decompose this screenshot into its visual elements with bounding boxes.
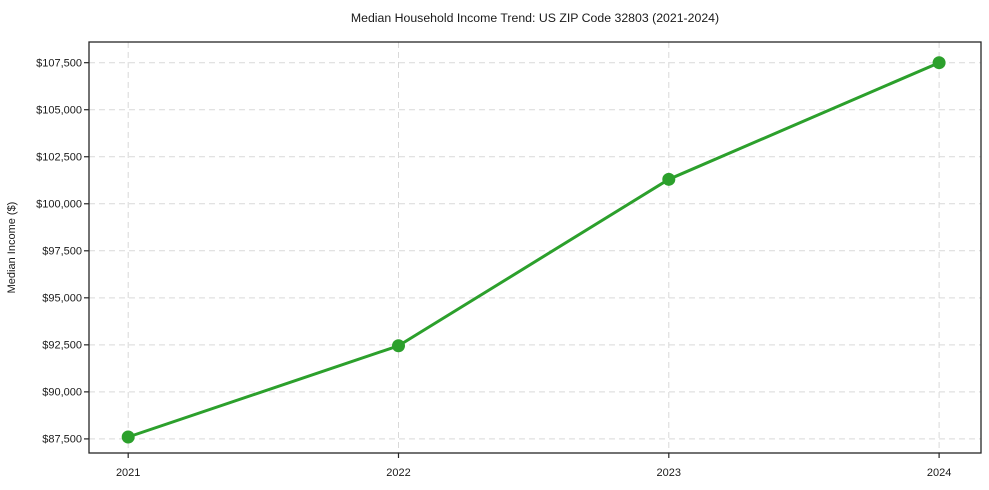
y-tick-label: $102,500 bbox=[36, 152, 82, 164]
y-tick-label: $92,500 bbox=[42, 340, 82, 352]
y-tick-label: $107,500 bbox=[36, 57, 82, 69]
y-tick-label: $97,500 bbox=[42, 246, 82, 258]
data-point-2022 bbox=[391, 339, 405, 353]
y-tick-label: $90,000 bbox=[42, 387, 82, 399]
axes-spines bbox=[88, 41, 982, 454]
chart-title: Median Household Income Trend: US ZIP Co… bbox=[351, 11, 719, 25]
y-tick-label: $95,000 bbox=[42, 293, 82, 305]
y-axis-label: Median Income ($) bbox=[6, 202, 18, 294]
axes-background bbox=[89, 42, 981, 453]
x-tick-label: 2022 bbox=[386, 467, 410, 479]
x-tick-label: 2024 bbox=[927, 467, 951, 479]
data-point-2021 bbox=[121, 430, 135, 444]
data-point-2024 bbox=[932, 56, 946, 70]
y-tick-label: $100,000 bbox=[36, 199, 82, 211]
trend-line bbox=[126, 61, 941, 439]
x-tick-label: 2021 bbox=[116, 467, 140, 479]
y-tick-label: $105,000 bbox=[36, 105, 82, 117]
plot-area: $87,500 $90,000 $92,500 $95,000 $97,500 $100,… bbox=[36, 41, 982, 479]
y-tick-label: $87,500 bbox=[42, 434, 82, 446]
x-tick-label: 2023 bbox=[657, 467, 681, 479]
data-point-2023 bbox=[662, 172, 676, 186]
